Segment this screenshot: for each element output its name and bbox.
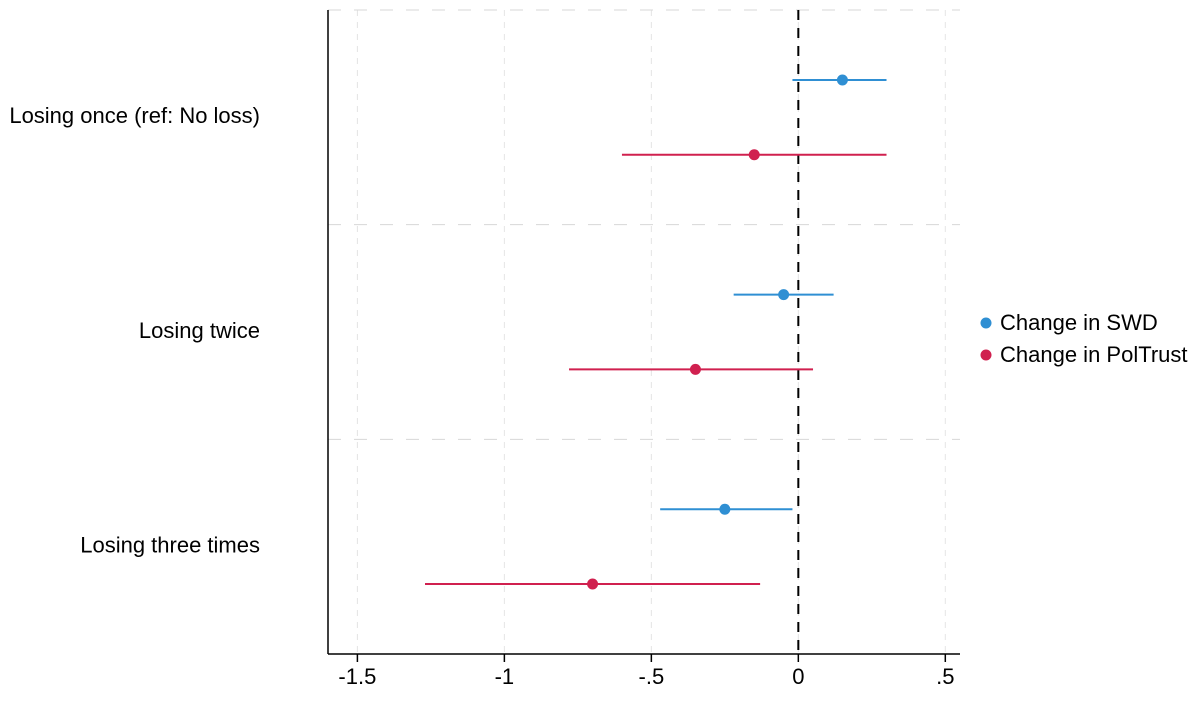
legend-label: Change in SWD: [1000, 310, 1158, 335]
point-marker: [690, 364, 701, 375]
x-tick-label: 0: [792, 664, 804, 689]
legend-marker: [981, 318, 992, 329]
point-marker: [587, 578, 598, 589]
point-marker: [749, 149, 760, 160]
x-tick-label: -1.5: [338, 664, 376, 689]
legend-label: Change in PolTrust: [1000, 342, 1188, 367]
legend-marker: [981, 350, 992, 361]
point-marker: [778, 289, 789, 300]
forest-plot: -1.5 -1 -.5 0 .5 Losing once (ref: No loss) Lo…: [0, 0, 1200, 718]
point-marker: [719, 504, 730, 515]
category-label: Losing once (ref: No loss): [9, 103, 260, 128]
x-tick-label: -.5: [639, 664, 665, 689]
category-label: Losing twice: [139, 318, 260, 343]
category-label: Losing three times: [80, 532, 260, 557]
x-tick-label: -1: [495, 664, 515, 689]
x-tick-label: .5: [936, 664, 954, 689]
point-marker: [837, 75, 848, 86]
